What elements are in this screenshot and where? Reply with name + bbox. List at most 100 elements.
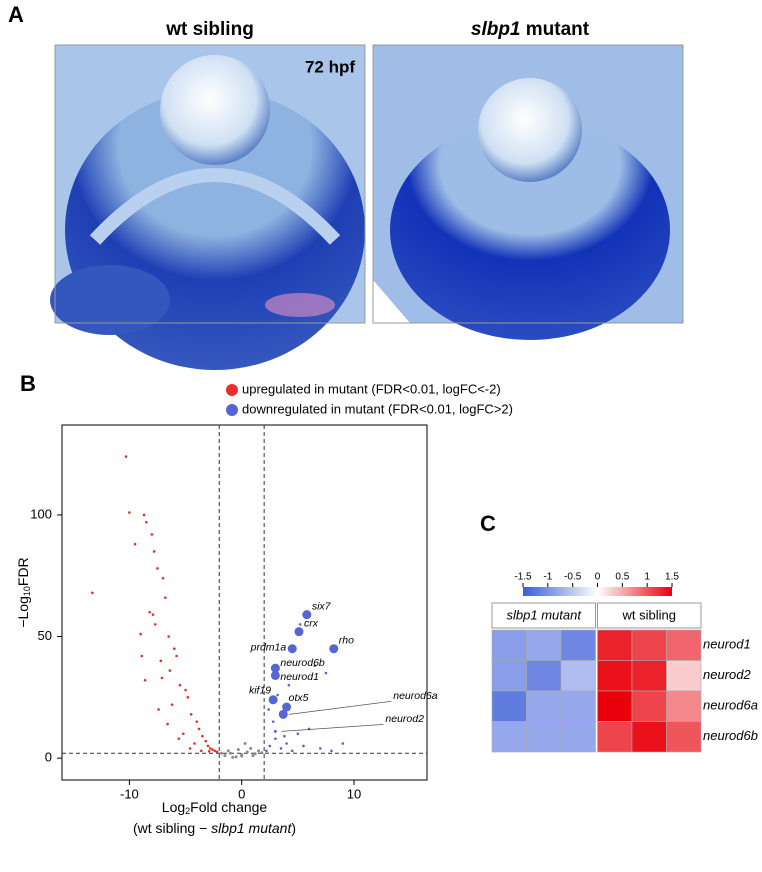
point — [231, 755, 235, 759]
heat-cell — [666, 629, 702, 661]
y-title-part: FDR — [15, 557, 31, 586]
annotation: neurod6b — [280, 657, 325, 669]
heat-cell — [597, 690, 633, 722]
point — [251, 754, 255, 758]
heat-cell — [560, 629, 596, 661]
point — [140, 654, 144, 658]
point — [245, 750, 249, 754]
heat-cell — [526, 721, 562, 753]
point — [219, 751, 223, 755]
row-label: neurod2 — [703, 667, 751, 682]
highlight-point — [278, 709, 288, 719]
x-title-italic: slbp1 mutant — [211, 820, 292, 836]
legend-swatch — [226, 404, 238, 416]
point — [201, 734, 204, 738]
point — [236, 748, 240, 752]
point — [324, 671, 328, 675]
point — [296, 732, 300, 736]
point — [184, 688, 187, 692]
colorbar-label: 0.5 — [615, 572, 629, 583]
colorbar — [523, 587, 672, 596]
point — [186, 696, 190, 699]
point — [267, 708, 270, 711]
row-label: neurod1 — [703, 637, 751, 652]
row-label: neurod6b — [703, 728, 758, 743]
point — [177, 737, 181, 740]
point — [181, 732, 185, 736]
point — [330, 749, 333, 753]
heat-cell — [666, 660, 702, 692]
y-title-part: −Log — [15, 596, 31, 628]
point — [290, 749, 294, 753]
group-header — [597, 602, 702, 629]
x-axis-title: Log2Fold change — [162, 799, 268, 817]
heat-cell — [666, 721, 702, 753]
highlight-point — [270, 663, 280, 673]
panel-label: C — [480, 511, 496, 536]
heat-cell — [526, 690, 562, 722]
heat-cell — [597, 629, 633, 661]
title-italic: slbp1 — [471, 19, 521, 40]
point — [124, 455, 128, 458]
point — [257, 749, 261, 753]
colorbar-label: -1.5 — [514, 572, 532, 583]
point — [193, 742, 196, 745]
annotation: crx — [304, 617, 319, 629]
point — [319, 747, 322, 750]
y-title-sub: 10 — [22, 586, 32, 596]
point — [215, 750, 219, 754]
point — [166, 722, 169, 726]
point — [302, 744, 305, 748]
annotation: rho — [339, 634, 354, 646]
point — [199, 749, 203, 753]
point — [151, 613, 155, 616]
highlight-point — [268, 695, 278, 705]
x-title-part: Fold change — [190, 799, 267, 815]
point — [150, 533, 154, 536]
image-title: slbp1 mutant — [471, 19, 590, 40]
legend-label: downregulated in mutant (FDR<0.01, logFC… — [242, 401, 513, 416]
point — [161, 576, 165, 580]
micrograph-mutant — [372, 44, 684, 340]
heat-cell — [560, 721, 596, 753]
row-label: neurod6a — [703, 698, 758, 713]
point — [195, 720, 199, 723]
heat-cell — [491, 660, 527, 692]
point — [313, 664, 316, 668]
highlight-point — [294, 627, 304, 637]
colorbar-label: 1 — [644, 572, 650, 583]
point — [207, 750, 211, 753]
highlight-point — [329, 644, 339, 654]
point — [204, 739, 208, 743]
y-tick-label: 0 — [45, 750, 52, 765]
x-tick-label: 10 — [347, 786, 361, 801]
point — [285, 742, 288, 745]
point — [243, 742, 247, 746]
colorbar-label: 0 — [595, 572, 601, 583]
point — [274, 737, 277, 740]
legend-swatch — [226, 384, 238, 396]
point — [133, 542, 137, 546]
point — [173, 647, 176, 650]
annotation: neurod1 — [280, 671, 319, 683]
point — [213, 749, 217, 753]
point — [268, 744, 272, 748]
heat-cell — [560, 690, 596, 722]
point — [170, 703, 174, 706]
point — [287, 683, 291, 687]
heat-cell — [491, 629, 527, 661]
legend-label: upregulated in mutant (FDR<0.01, logFC<-… — [242, 381, 501, 396]
point — [188, 747, 192, 750]
heat-cell — [491, 721, 527, 753]
point — [271, 720, 275, 723]
colorbar-label: -0.5 — [564, 572, 582, 583]
y-tick-label: 50 — [38, 628, 52, 643]
heat-cell — [526, 660, 562, 692]
annotation: neurod2 — [385, 713, 424, 725]
point — [276, 693, 279, 697]
panel-label: B — [20, 371, 36, 396]
point — [148, 610, 151, 614]
image-title: wt sibling — [165, 19, 254, 40]
group-label: slbp1 mutant — [507, 607, 583, 622]
